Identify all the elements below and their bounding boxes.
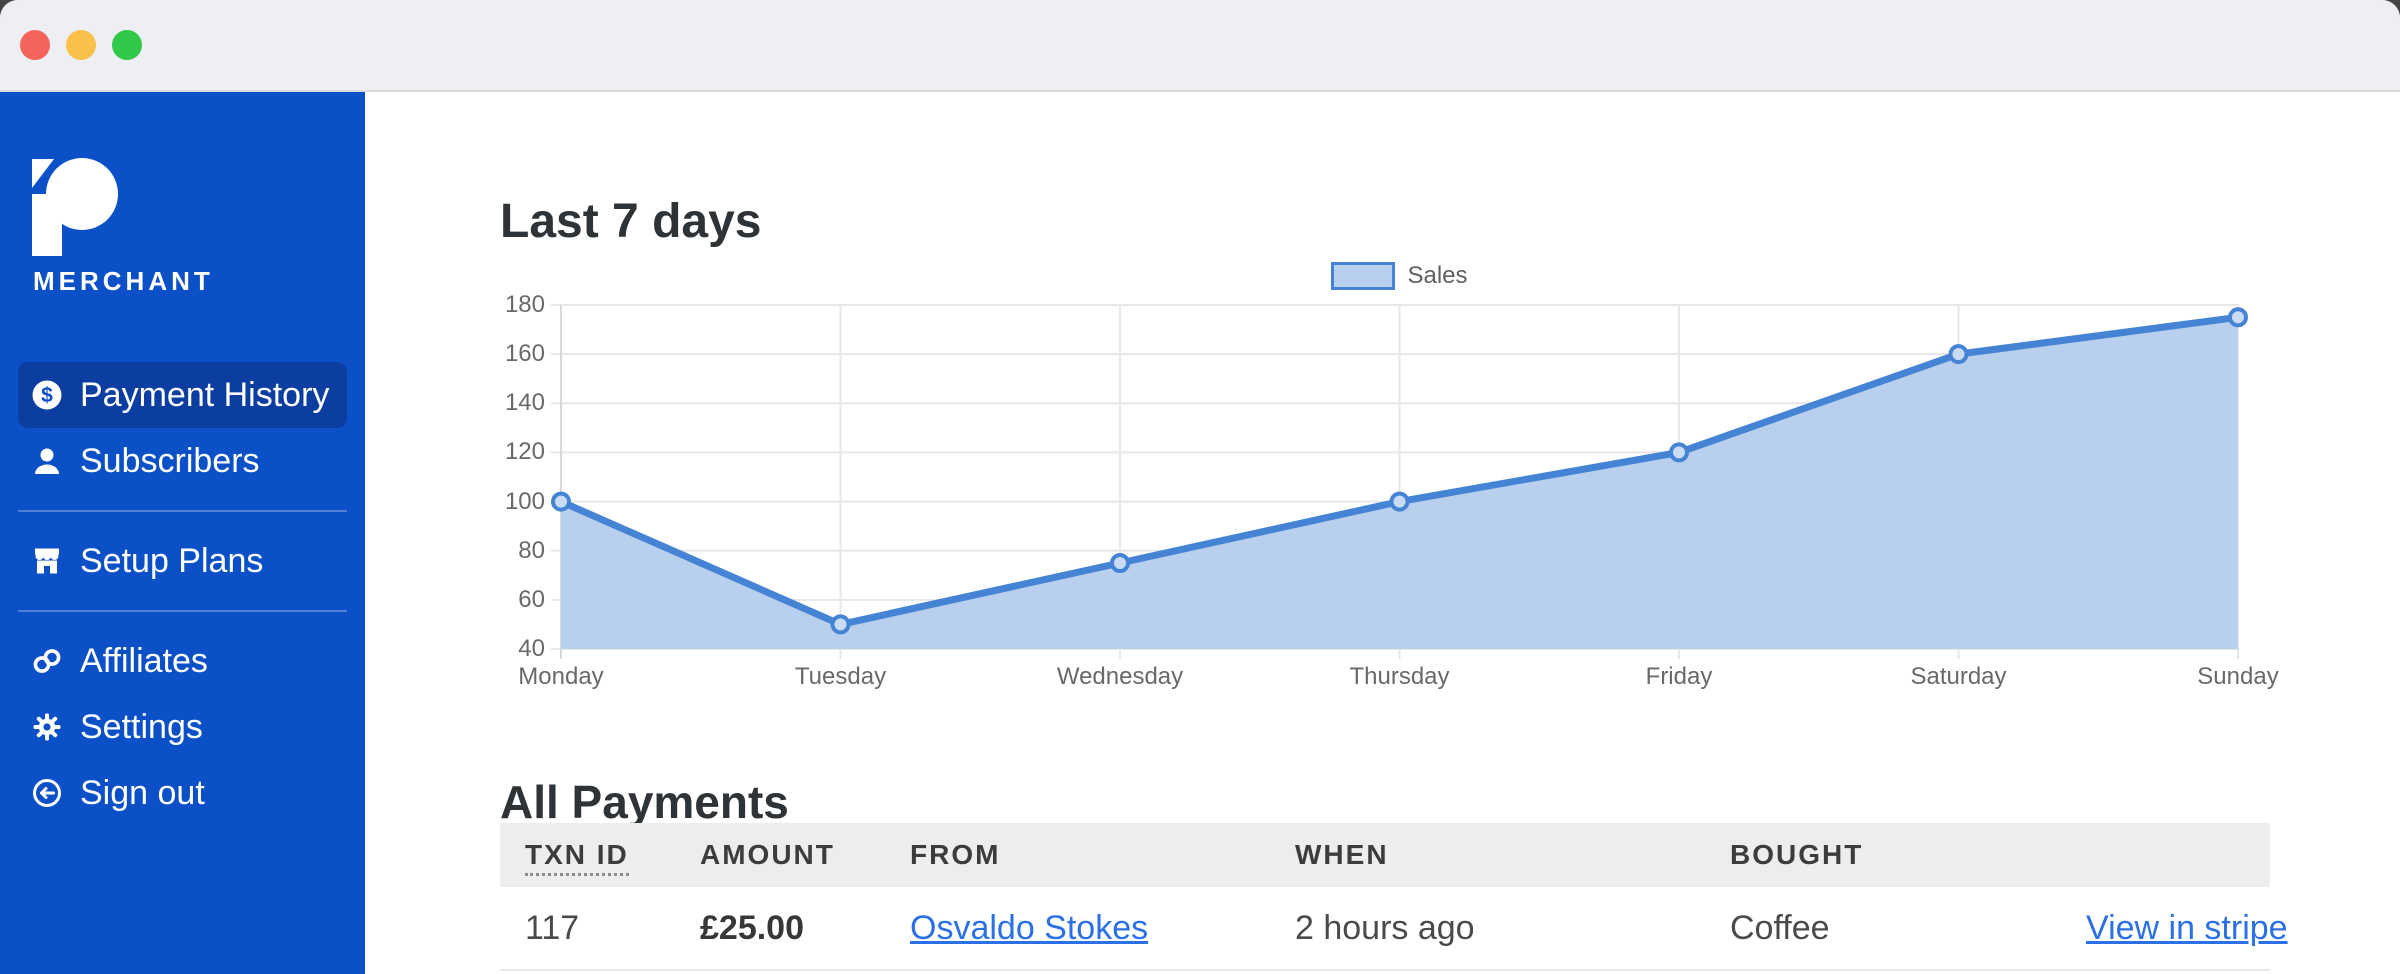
payments-table: TXN ID AMOUNT FROM WHEN BOUGHT 117 £25.00 Osva… <box>500 823 2288 971</box>
app-body: MERCHANT $ Payment History Subscribers Setu… <box>0 92 2400 974</box>
sidebar-menu: $ Payment History Subscribers Setup Plans Af… <box>0 362 365 826</box>
storefront-icon <box>32 546 62 576</box>
table-row: 117 £25.00 Osvaldo Stokes 2 hours ago Coffee… <box>500 887 2288 971</box>
sidebar-item-affiliates[interactable]: Affiliates <box>0 628 365 694</box>
cell-action: View in stripe <box>2086 909 2288 948</box>
window-titlebar <box>0 0 2400 92</box>
legend-label: Sales <box>1407 262 1468 289</box>
y-tick-label: 180 <box>504 291 545 318</box>
chart-legend[interactable]: Sales <box>561 262 2238 290</box>
dollar-circle-icon: $ <box>32 380 62 410</box>
y-tick-label: 160 <box>504 340 545 368</box>
svg-text:$: $ <box>41 384 53 407</box>
sidebar-item-label: Setup Plans <box>80 541 264 580</box>
sidebar-item-label: Payment History <box>80 375 330 414</box>
y-tick-label: 120 <box>504 438 545 466</box>
x-tick-label: Thursday <box>1349 663 1450 690</box>
sign-out-icon <box>32 778 62 808</box>
payments-title: All Payments <box>500 776 789 829</box>
sidebar-item-setup-plans[interactable]: Setup Plans <box>0 528 365 594</box>
col-header-from: FROM <box>910 839 1001 870</box>
col-header-amount: AMOUNT <box>700 839 835 870</box>
col-header-bought: BOUGHT <box>1730 839 1864 870</box>
sidebar-divider <box>18 510 347 512</box>
chart-title: Last 7 days <box>500 195 762 249</box>
cell-when: 2 hours ago <box>1295 908 1475 947</box>
col-header-when: WHEN <box>1295 839 1389 870</box>
chain-link-icon <box>32 646 62 676</box>
sidebar-item-sign-out[interactable]: Sign out <box>0 760 365 826</box>
minimize-window-button[interactable] <box>66 30 96 60</box>
sidebar-item-label: Settings <box>80 707 203 746</box>
brand-name: MERCHANT <box>33 266 214 296</box>
cell-txn-id: 117 <box>525 908 580 947</box>
gear-icon <box>32 712 62 742</box>
x-tick-label: Monday <box>518 663 604 690</box>
y-tick-label: 100 <box>504 487 545 515</box>
y-tick-label: 40 <box>518 635 545 662</box>
x-tick-label: Saturday <box>1910 663 2007 690</box>
sidebar-item-label: Sign out <box>80 773 205 812</box>
sidebar-divider <box>18 610 347 612</box>
view-in-stripe-link[interactable]: View in stripe <box>2086 908 2288 947</box>
payments-table-header: TXN ID AMOUNT FROM WHEN BOUGHT <box>500 823 2270 887</box>
sidebar-item-label: Subscribers <box>80 441 260 480</box>
person-icon <box>32 446 62 476</box>
sidebar-item-payment-history[interactable]: $ Payment History <box>18 362 347 428</box>
customer-link[interactable]: Osvaldo Stokes <box>910 908 1149 947</box>
close-window-button[interactable] <box>20 30 50 60</box>
x-tick-label: Friday <box>1645 663 1713 690</box>
payments-table-body: 117 £25.00 Osvaldo Stokes 2 hours ago Coffee… <box>500 887 2288 971</box>
maximize-window-button[interactable] <box>112 30 142 60</box>
x-tick-label: Sunday <box>2197 663 2279 690</box>
y-tick-label: 80 <box>518 536 545 564</box>
cell-from: Osvaldo Stokes <box>910 909 1295 948</box>
cell-bought: Coffee <box>1730 908 1830 947</box>
x-tick-label: Wednesday <box>1056 663 1184 690</box>
y-tick-label: 140 <box>504 389 545 417</box>
main-content: Last 7 days Sales 180 160 140 120 100 80 60 40 … <box>365 92 2400 974</box>
legend-swatch <box>1331 262 1396 290</box>
sidebar-item-subscribers[interactable]: Subscribers <box>0 428 365 494</box>
merchant-logo-icon <box>32 154 118 261</box>
sidebar-item-settings[interactable]: Settings <box>0 694 365 760</box>
col-header-txn-id: TXN ID <box>525 839 700 876</box>
cell-amount: £25.00 <box>700 908 804 947</box>
sidebar: MERCHANT $ Payment History Subscribers Setu… <box>0 92 365 974</box>
sort-by-txn-id[interactable]: TXN ID <box>525 839 629 876</box>
sales-area-chart <box>551 304 2248 659</box>
sidebar-item-label: Affiliates <box>80 641 208 680</box>
x-tick-label: Tuesday <box>794 663 887 690</box>
y-tick-label: 60 <box>518 585 545 613</box>
